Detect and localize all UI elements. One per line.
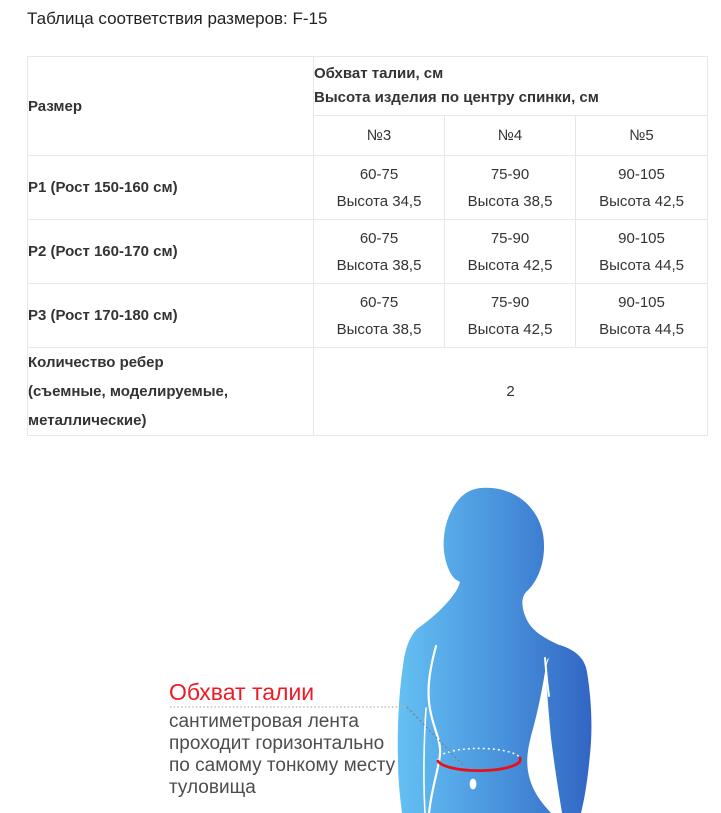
right-arm-shape <box>545 645 592 813</box>
size-table: Размер Обхват талии, см Высота изделия п… <box>27 56 709 436</box>
col-header-no3: №3 <box>313 115 445 156</box>
waist-range: 60-75 <box>359 229 399 247</box>
measure-header-cell: Обхват талии, см Высота изделия по центр… <box>312 56 709 116</box>
col-header-no4: №4 <box>444 115 576 156</box>
row-label: Р2 (Рост 160-170 см) <box>27 219 314 284</box>
measure-header-line2: Высота изделия по центру спинки, см <box>314 89 599 106</box>
waist-label: Обхват талии <box>169 679 315 705</box>
table-row: Р1 (Рост 150-160 см) 60-75 Высота 34,5 7… <box>27 155 709 220</box>
size-cell: 90-105 Высота 44,5 <box>574 219 709 284</box>
product-height: Высота 42,5 <box>599 192 684 210</box>
waist-description: сантиметровая лента проходит горизонталь… <box>169 711 396 798</box>
chest-contour-line <box>427 644 442 813</box>
col-header-no5: №5 <box>574 115 709 156</box>
table-row: Р2 (Рост 160-170 см) 60-75 Высота 38,5 7… <box>27 219 709 284</box>
size-cell: 75-90 Высота 38,5 <box>444 155 576 220</box>
body-silhouette <box>397 487 570 813</box>
size-cell: 75-90 Высота 42,5 <box>444 283 576 348</box>
size-cell: 60-75 Высота 38,5 <box>313 219 445 284</box>
page-title: Таблица соответствия размеров: F-15 <box>27 9 328 28</box>
table-header-row: Размер Обхват талии, см Высота изделия п… <box>27 56 709 156</box>
waist-red-line <box>436 756 522 772</box>
waist-range: 75-90 <box>490 165 530 183</box>
measure-header-line1: Обхват талии, см <box>314 65 444 82</box>
product-height: Высота 38,5 <box>336 320 422 338</box>
ribs-value: 2 <box>312 347 709 436</box>
navel <box>469 778 477 790</box>
waist-range: 75-90 <box>490 293 530 311</box>
waist-range: 60-75 <box>359 293 399 311</box>
row-label: Р3 (Рост 170-180 см) <box>27 283 314 348</box>
waist-range: 90-105 <box>618 293 665 311</box>
size-cell: 60-75 Высота 38,5 <box>313 283 445 348</box>
table-row-ribs: Количество ребер (съемные, моделируемые,… <box>27 347 709 436</box>
size-cell: 60-75 Высота 34,5 <box>313 155 445 220</box>
left-arm-separation-line <box>423 707 427 813</box>
ribs-label: Количество ребер (съемные, моделируемые,… <box>27 347 314 436</box>
size-cell: 90-105 Высота 44,5 <box>574 283 709 348</box>
table-subheader-row: №3 №4 №5 <box>28 115 709 156</box>
row-label: Р1 (Рост 150-160 см) <box>27 155 314 220</box>
waist-range: 90-105 <box>618 229 665 247</box>
waist-range: 60-75 <box>359 165 399 183</box>
product-height: Высота 42,5 <box>467 320 553 338</box>
product-height: Высота 44,5 <box>599 320 684 338</box>
waist-range: 90-105 <box>618 165 665 183</box>
product-height: Высота 38,5 <box>467 192 553 210</box>
size-column-header: Размер <box>27 56 314 156</box>
waist-dotted-ellipse <box>436 747 521 762</box>
table-row: Р3 (Рост 170-180 см) 60-75 Высота 38,5 7… <box>27 283 709 348</box>
body-silhouette-graphic <box>170 487 592 813</box>
waist-range: 75-90 <box>490 229 530 247</box>
size-cell: 75-90 Высота 42,5 <box>444 219 576 284</box>
product-height: Высота 38,5 <box>336 256 422 274</box>
product-height: Высота 44,5 <box>599 256 684 274</box>
armpit-separation-line <box>544 657 550 697</box>
product-height: Высота 42,5 <box>467 256 553 274</box>
product-height: Высота 34,5 <box>336 192 422 210</box>
size-cell: 90-105 Высота 42,5 <box>574 155 709 220</box>
